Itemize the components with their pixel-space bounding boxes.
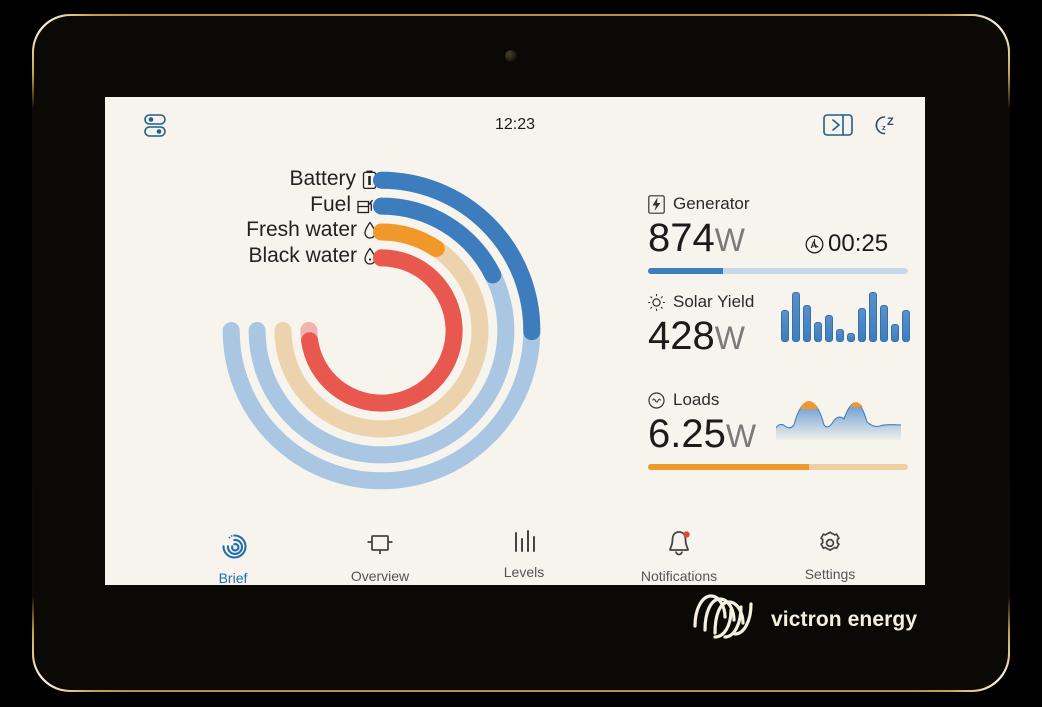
svg-text:victron energy: victron energy xyxy=(771,608,917,631)
